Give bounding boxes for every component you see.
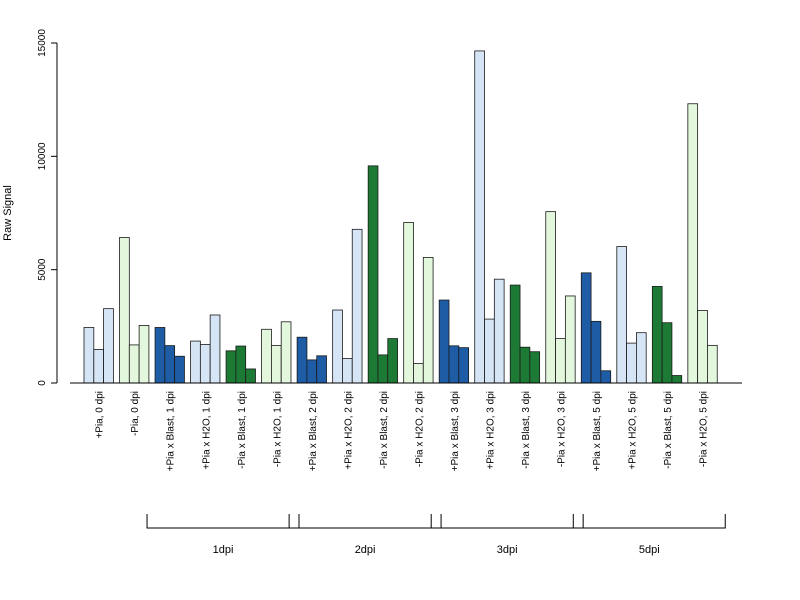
bar	[332, 309, 343, 384]
bar	[474, 50, 485, 384]
bar	[119, 237, 130, 384]
bar	[235, 345, 247, 384]
bar	[403, 222, 414, 384]
bar	[351, 228, 363, 384]
bar	[225, 350, 237, 384]
bar	[296, 336, 308, 384]
bar	[377, 354, 389, 384]
group-label: 5dpi	[639, 544, 660, 556]
group-bracket	[572, 514, 726, 529]
bar	[438, 299, 450, 384]
group-bracket	[288, 514, 442, 529]
bar	[590, 320, 602, 384]
group-label: 3dpi	[497, 544, 518, 556]
y-tick-label: 5000	[37, 258, 48, 281]
group-bracket	[430, 514, 584, 529]
group-bracket	[146, 514, 300, 529]
x-tick-label: +Pia x Blast, 5 dpi	[592, 391, 603, 471]
y-tick-label: 10000	[37, 142, 48, 170]
bar	[555, 338, 566, 384]
bar	[83, 327, 95, 384]
bar	[174, 355, 185, 384]
bar	[509, 284, 521, 384]
bar	[661, 322, 673, 384]
y-tick-label: 15000	[37, 29, 48, 57]
bar	[651, 286, 663, 384]
bar	[342, 358, 353, 384]
bar	[270, 345, 282, 384]
bar	[636, 332, 647, 384]
x-tick-label: +Pia x H2O, 1 dpi	[201, 391, 212, 470]
bar	[103, 308, 114, 384]
x-tick-label: +Pia x Blast, 1 dpi	[166, 391, 177, 471]
bar	[316, 355, 327, 384]
bar	[190, 340, 201, 384]
x-tick-label: -Pia x H2O, 1 dpi	[272, 391, 283, 467]
bar	[413, 363, 424, 384]
bar	[367, 165, 379, 384]
y-axis-title: Raw Signal	[2, 185, 14, 241]
x-tick-label: +Pia x H2O, 3 dpi	[485, 391, 496, 470]
x-tick-label: -Pia x Blast, 3 dpi	[521, 391, 532, 469]
x-tick-label: +Pia, 0 dpi	[95, 391, 106, 439]
x-tick-label: -Pia x Blast, 2 dpi	[379, 391, 390, 469]
bar	[671, 375, 683, 384]
x-tick-label: -Pia x Blast, 1 dpi	[237, 391, 248, 469]
bar	[422, 257, 434, 384]
bar	[707, 344, 718, 384]
bar	[199, 344, 211, 384]
bar	[687, 103, 699, 384]
bar	[564, 295, 576, 384]
bar	[154, 327, 166, 384]
y-axis: 0 5000 10000 15000	[37, 29, 58, 386]
bar	[164, 345, 176, 384]
x-tick-label: +Pia x Blast, 2 dpi	[308, 391, 319, 471]
bar	[93, 349, 105, 384]
x-tick-label: -Pia x H2O, 2 dpi	[414, 391, 425, 467]
x-tick-label: -Pia x H2O, 3 dpi	[556, 391, 567, 467]
x-tick-label: -Pia x H2O, 5 dpi	[699, 391, 710, 467]
bar	[458, 347, 469, 384]
x-tick-label: -Pia x Blast, 5 dpi	[663, 391, 674, 469]
group-brackets: 1dpi 2dpi 3dpi 5dpi	[146, 514, 726, 556]
y-tick-label: 0	[37, 380, 48, 386]
x-tick-label: +Pia x H2O, 5 dpi	[628, 391, 639, 470]
bar	[280, 321, 292, 384]
x-tick-label: +Pia x Blast, 3 dpi	[450, 391, 461, 471]
bar	[138, 325, 150, 384]
x-tick-label: -Pia, 0 dpi	[130, 391, 141, 436]
x-tick-labels: +Pia, 0 dpi -Pia, 0 dpi +Pia x Blast, 1 dp…	[95, 391, 710, 471]
bar	[387, 338, 398, 384]
bar	[448, 345, 460, 384]
bar	[306, 359, 318, 384]
bar	[245, 368, 256, 384]
bars	[83, 50, 718, 384]
bar	[529, 351, 541, 384]
bar	[697, 310, 708, 384]
bar	[600, 370, 612, 384]
bar	[209, 314, 221, 384]
bar	[484, 318, 495, 384]
bar	[519, 346, 531, 384]
bar	[261, 328, 272, 384]
bar	[545, 211, 556, 384]
bar	[128, 344, 140, 384]
bar	[580, 272, 592, 384]
group-label: 2dpi	[355, 544, 376, 556]
bar	[493, 278, 505, 384]
group-label: 1dpi	[213, 544, 234, 556]
bar	[626, 342, 637, 384]
x-tick-label: +Pia x H2O, 2 dpi	[343, 391, 354, 470]
bar	[616, 246, 627, 384]
